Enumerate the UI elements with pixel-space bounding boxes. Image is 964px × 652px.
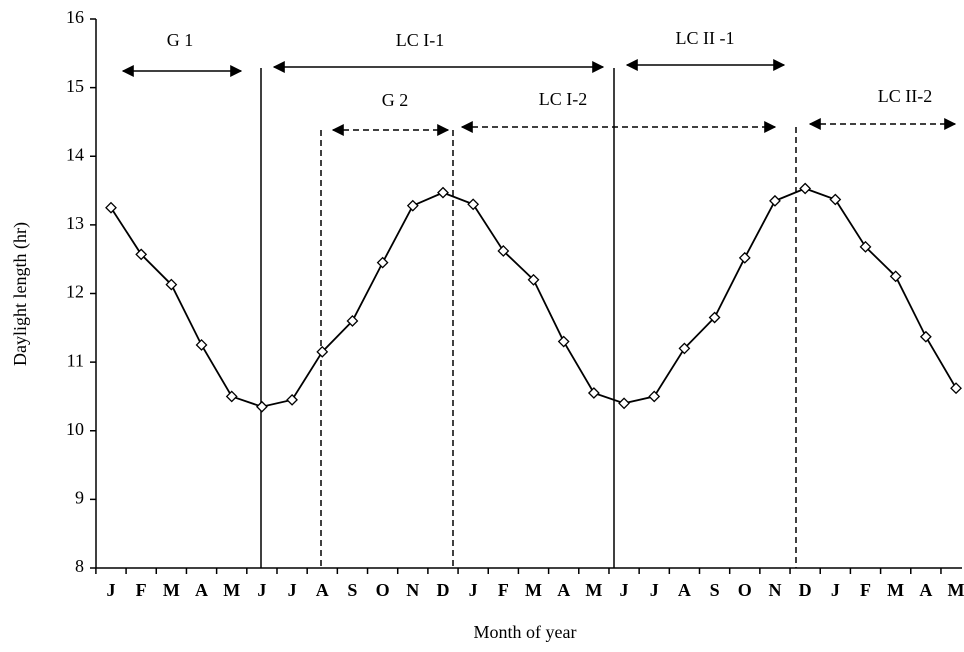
- x-tick-label: A: [316, 580, 329, 600]
- x-tick-label: J: [831, 580, 840, 600]
- annotation: LC II -1: [676, 28, 735, 48]
- marker: [799, 182, 812, 195]
- annotation: G 2: [382, 90, 409, 110]
- x-tick-label: J: [257, 580, 266, 600]
- annotation: LC I-1: [396, 30, 445, 50]
- phase-lines: [121, 59, 957, 568]
- marker: [557, 335, 570, 348]
- y-tick-label: 8: [75, 556, 84, 576]
- y-tick-label: 12: [66, 282, 84, 302]
- annotation: G 1: [167, 30, 194, 50]
- marker: [527, 273, 540, 286]
- x-axis-label: Month of year: [474, 622, 577, 642]
- marker: [587, 387, 600, 399]
- marker: [346, 315, 359, 327]
- x-tick-label: J: [620, 580, 629, 600]
- x-tick-label: M: [163, 580, 180, 600]
- marker: [950, 382, 962, 395]
- marker: [859, 240, 872, 253]
- marker: [135, 248, 148, 261]
- marker: [467, 198, 480, 211]
- x-tick-label: M: [525, 580, 542, 600]
- y-tick-label: 14: [66, 144, 84, 164]
- x-tick-label: J: [469, 580, 478, 600]
- marker: [437, 186, 449, 199]
- x-tick-label: M: [887, 580, 904, 600]
- marker: [769, 194, 781, 207]
- x-tick-label: S: [347, 580, 357, 600]
- x-tick-label: A: [919, 580, 932, 600]
- marker: [105, 201, 117, 214]
- x-tick-label: S: [710, 580, 720, 600]
- y-tick-label: 13: [66, 213, 84, 233]
- marker: [829, 193, 842, 206]
- y-tick-label: 15: [66, 76, 84, 96]
- marker: [618, 397, 630, 410]
- y-axis-label: Daylight length (hr): [10, 222, 31, 366]
- x-tick-label: J: [107, 580, 116, 600]
- x-tick-label: N: [768, 580, 781, 600]
- x-tick-label: M: [223, 580, 240, 600]
- annotation: LC II-2: [878, 86, 932, 106]
- x-tick-label: J: [288, 580, 297, 600]
- marker: [165, 278, 178, 291]
- x-tick-label: M: [948, 580, 964, 600]
- x-tick-label: D: [436, 580, 449, 600]
- x-tick-label: O: [376, 580, 390, 600]
- marker: [255, 400, 268, 413]
- x-tick-label: F: [498, 580, 509, 600]
- marker: [648, 390, 661, 403]
- line: [110, 187, 957, 408]
- x-tick-label: M: [585, 580, 602, 600]
- marker: [316, 345, 329, 358]
- x-tick-label: A: [195, 580, 208, 600]
- x-tick-label: O: [738, 580, 752, 600]
- marker: [406, 199, 419, 212]
- x-tick-label: A: [678, 580, 691, 600]
- marker: [195, 339, 208, 351]
- marker: [286, 393, 298, 406]
- x-tick-label: F: [860, 580, 871, 600]
- x-tick-label: N: [406, 580, 419, 600]
- marker: [376, 256, 389, 269]
- x-tick-label: D: [799, 580, 812, 600]
- marker: [678, 342, 691, 355]
- annotation: LC I-2: [539, 89, 588, 109]
- y-tick-label: 9: [75, 488, 84, 508]
- x-tick-label: F: [136, 580, 147, 600]
- marker: [919, 330, 932, 343]
- marker: [738, 251, 751, 264]
- marker: [708, 311, 721, 324]
- y-tick-label: 11: [67, 350, 84, 370]
- x-tick-label: J: [650, 580, 659, 600]
- y-tick-label: 10: [66, 419, 84, 439]
- marker: [225, 390, 238, 403]
- y-tick-label: 16: [66, 7, 84, 27]
- marker: [889, 270, 902, 283]
- marker: [497, 245, 510, 257]
- x-tick-label: A: [557, 580, 570, 600]
